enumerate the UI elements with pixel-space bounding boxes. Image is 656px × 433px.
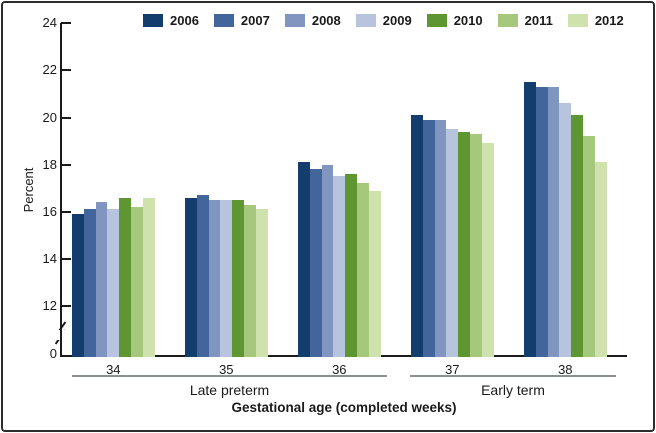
y-tick-label-20: 20	[42, 109, 57, 125]
legend-swatch-2007	[213, 14, 234, 27]
bar-2008-38	[547, 86, 560, 357]
legend-item-2010: 2010	[426, 13, 483, 28]
x-axis-title: Gestational age (completed weeks)	[231, 400, 457, 415]
bar-2011-34	[131, 206, 143, 357]
y-tick-14	[61, 257, 71, 260]
bar-2010-38	[571, 115, 583, 357]
y-tick-24	[61, 22, 71, 25]
group-label-2: Early term	[481, 382, 545, 398]
y-tick-label-14: 14	[42, 250, 57, 266]
bar-2006-37	[411, 115, 423, 357]
bar-2012-34	[142, 197, 155, 357]
legend-swatch-2008	[284, 14, 305, 27]
y-tick-label-16: 16	[42, 203, 57, 219]
legend-swatch-2011	[497, 14, 518, 27]
bar-2007-37	[422, 119, 435, 357]
bar-2006-36	[298, 162, 310, 357]
x-tick-label-38: 38	[558, 362, 573, 377]
bar-2010-34	[119, 197, 131, 357]
legend-item-2008: 2008	[284, 13, 341, 28]
bar-2012-36	[368, 190, 381, 357]
x-tick-label-34: 34	[106, 362, 121, 377]
y-tick-22	[61, 69, 71, 72]
legend: 2006 2007 2008 2009 2010 2011 2012	[143, 13, 624, 28]
legend-swatch-2012	[567, 14, 588, 27]
legend-label-2011: 2011	[524, 13, 553, 28]
bar-2007-35	[196, 195, 209, 357]
bar-2011-36	[357, 183, 369, 357]
bar-2011-35	[244, 204, 256, 357]
bar-2009-36	[333, 176, 346, 357]
legend-swatch-2006	[143, 14, 163, 27]
bar-2009-35	[220, 199, 233, 357]
y-tick-20	[61, 116, 71, 119]
x-tick-label-36: 36	[332, 362, 347, 377]
bar-2009-34	[107, 209, 120, 357]
group-label-1: Late preterm	[189, 382, 270, 398]
bar-2007-34	[83, 209, 96, 357]
y-tick-12	[61, 304, 71, 307]
legend-item-2006: 2006	[143, 13, 199, 28]
legend-item-2007: 2007	[213, 13, 270, 28]
legend-label-2008: 2008	[311, 13, 341, 28]
legend-label-2010: 2010	[453, 13, 483, 28]
x-tick-label-35: 35	[219, 362, 234, 377]
legend-swatch-2009	[355, 14, 376, 27]
bar-2008-36	[321, 164, 334, 357]
legend-label-2009: 2009	[382, 13, 412, 28]
legend-swatch-2010	[426, 14, 447, 27]
y-tick-16	[61, 210, 71, 213]
bar-2008-37	[434, 119, 447, 357]
bar-2007-36	[309, 169, 322, 357]
legend-item-2012: 2012	[567, 13, 624, 28]
bar-2006-34	[72, 214, 84, 357]
legend-label-2012: 2012	[594, 13, 624, 28]
bar-2006-35	[185, 197, 197, 357]
bar-2011-38	[583, 136, 595, 357]
bar-2012-35	[255, 209, 268, 357]
y-tick-label-12: 12	[42, 297, 57, 313]
legend-label-2006: 2006	[170, 13, 199, 28]
y-tick-label-0: 0	[49, 346, 57, 361]
bar-2010-35	[232, 199, 244, 357]
bar-2012-38	[594, 162, 607, 357]
y-axis-line	[60, 23, 62, 357]
bar-2009-38	[559, 103, 572, 357]
group-bracket-1	[72, 375, 387, 377]
y-tick-label-24: 24	[42, 15, 57, 31]
group-bracket-2	[410, 375, 616, 377]
bar-2006-38	[524, 82, 536, 357]
bar-2011-37	[470, 133, 482, 357]
bar-2012-37	[481, 143, 494, 357]
y-tick-label-18: 18	[42, 156, 57, 172]
y-tick-label-22: 22	[42, 62, 57, 78]
bar-2010-37	[458, 131, 470, 357]
bar-2008-34	[95, 202, 108, 357]
legend-label-2007: 2007	[240, 13, 270, 28]
bar-2009-37	[446, 129, 459, 357]
bar-2007-38	[535, 86, 548, 357]
bar-2010-36	[345, 174, 357, 357]
legend-item-2009: 2009	[355, 13, 412, 28]
legend-item-2011: 2011	[497, 13, 553, 28]
y-tick-18	[61, 163, 71, 166]
bar-2008-35	[208, 199, 221, 357]
y-axis-title: Percent	[21, 167, 36, 213]
x-tick-label-37: 37	[445, 362, 460, 377]
